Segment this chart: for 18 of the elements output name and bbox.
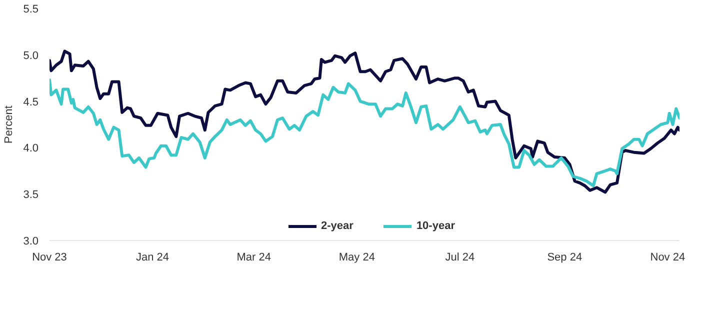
legend-label: 2-year bbox=[321, 220, 354, 232]
x-tick-label: Nov 24 bbox=[650, 252, 686, 264]
x-tick-label: Nov 23 bbox=[32, 252, 67, 264]
line-series bbox=[50, 50, 680, 194]
x-tick-label: May 24 bbox=[338, 252, 375, 264]
legend-label: 10-year bbox=[416, 220, 455, 232]
y-tick-label: 3.5 bbox=[23, 189, 39, 202]
y-tick-label: 3.0 bbox=[23, 236, 39, 248]
x-tick-label: Mar 24 bbox=[236, 252, 271, 264]
y-axis-title: Percent bbox=[3, 106, 16, 144]
y-tick-label: 4.5 bbox=[23, 96, 39, 108]
y-tick-label: 4.0 bbox=[23, 142, 39, 155]
line-series bbox=[50, 78, 680, 188]
x-tick-label: Jul 24 bbox=[445, 252, 475, 264]
x-tick-label: Sep 24 bbox=[547, 252, 582, 264]
y-tick-label: 5.5 bbox=[23, 4, 39, 16]
x-tick-label: Jan 24 bbox=[136, 252, 170, 264]
y-tick-label: 5.0 bbox=[23, 50, 39, 62]
